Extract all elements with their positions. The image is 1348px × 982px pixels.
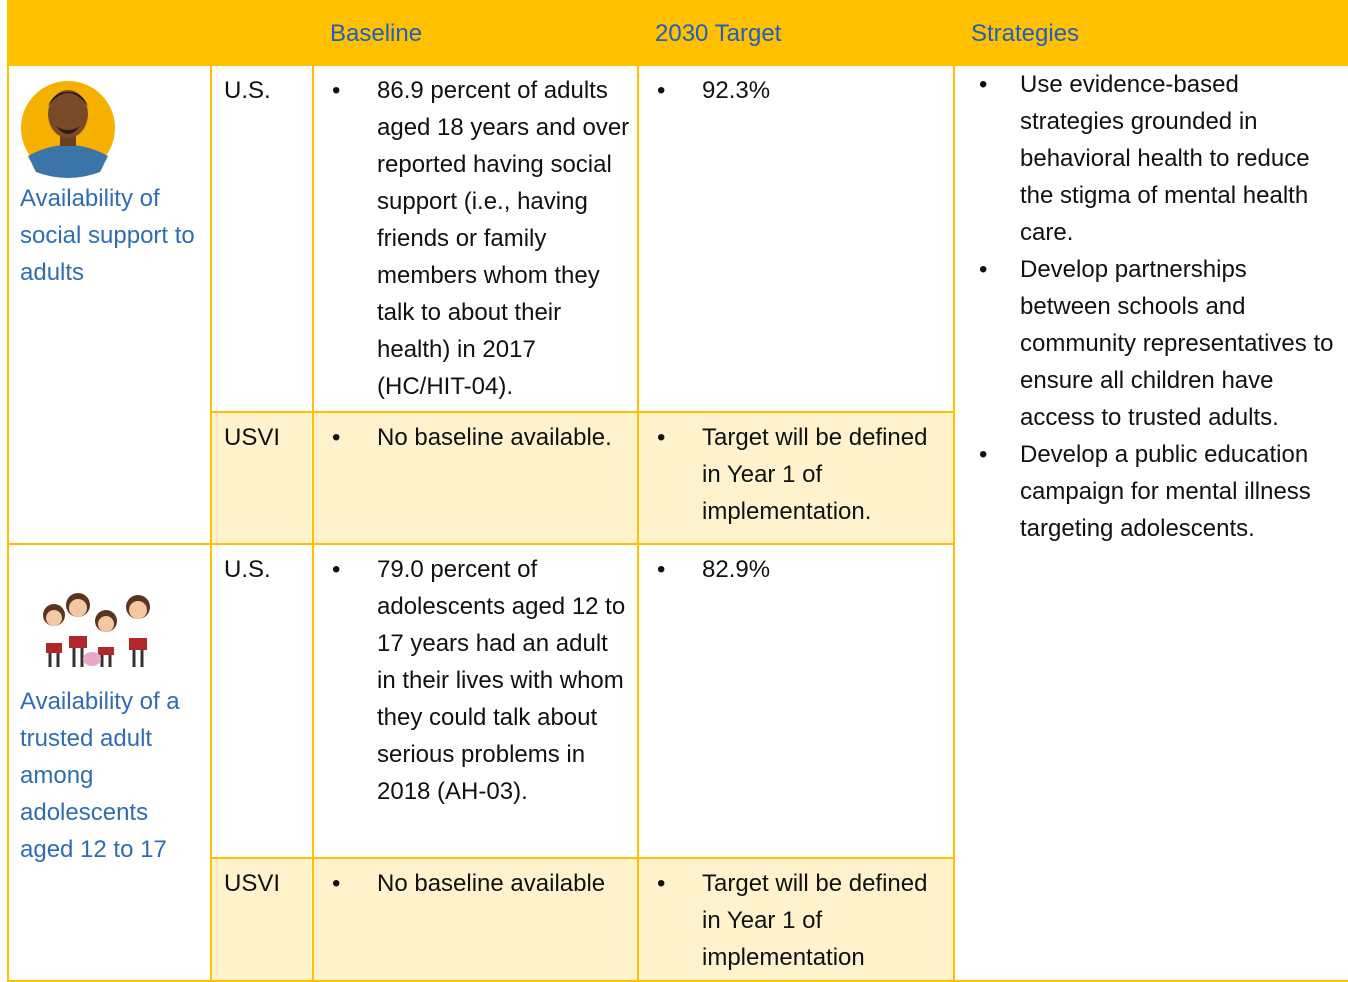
- header-row: Baseline 2030 Target Strategies: [7, 0, 1348, 66]
- header-cell: Strategies: [953, 0, 1348, 66]
- strategy: Develop a public education campaign for …: [955, 436, 1338, 547]
- indicator-cell: Availability of social support to adults: [7, 64, 212, 545]
- strategy-table: Baseline 2030 Target Strategies Availabi…: [7, 0, 1348, 982]
- header-empty: [7, 0, 314, 66]
- baseline: No baseline available: [314, 865, 637, 902]
- adult-icon: [21, 81, 115, 178]
- indicator-label: Availability of a trusted adult among ad…: [20, 688, 180, 863]
- region: U.S.: [210, 543, 314, 859]
- region: USVI: [210, 411, 314, 545]
- baseline: 79.0 percent of adolescents aged 12 to 1…: [314, 551, 637, 810]
- indicator-cell: Availability of a trusted adult among ad…: [7, 543, 212, 982]
- target: Target will be defined in Year 1 of impl…: [639, 865, 953, 976]
- baseline: No baseline available.: [314, 419, 637, 456]
- children-icon: [43, 593, 150, 667]
- region: U.S.: [210, 64, 314, 413]
- indicator-label: Availability of social support to adults: [20, 185, 195, 286]
- region: USVI: [210, 857, 314, 982]
- header-cell: Baseline: [312, 0, 639, 66]
- header-cell: 2030 Target: [637, 0, 955, 66]
- target: Target will be defined in Year 1 of impl…: [639, 419, 953, 530]
- target: 92.3%: [639, 72, 953, 109]
- strategy: Use evidence-based strategies grounded i…: [955, 66, 1338, 251]
- baseline: 86.9 percent of adults aged 18 years and…: [314, 72, 637, 405]
- target: 82.9%: [639, 551, 953, 588]
- strategy: Develop partnerships between schools and…: [955, 251, 1338, 436]
- strategies-cell: Use evidence-based strategies grounded i…: [953, 64, 1348, 982]
